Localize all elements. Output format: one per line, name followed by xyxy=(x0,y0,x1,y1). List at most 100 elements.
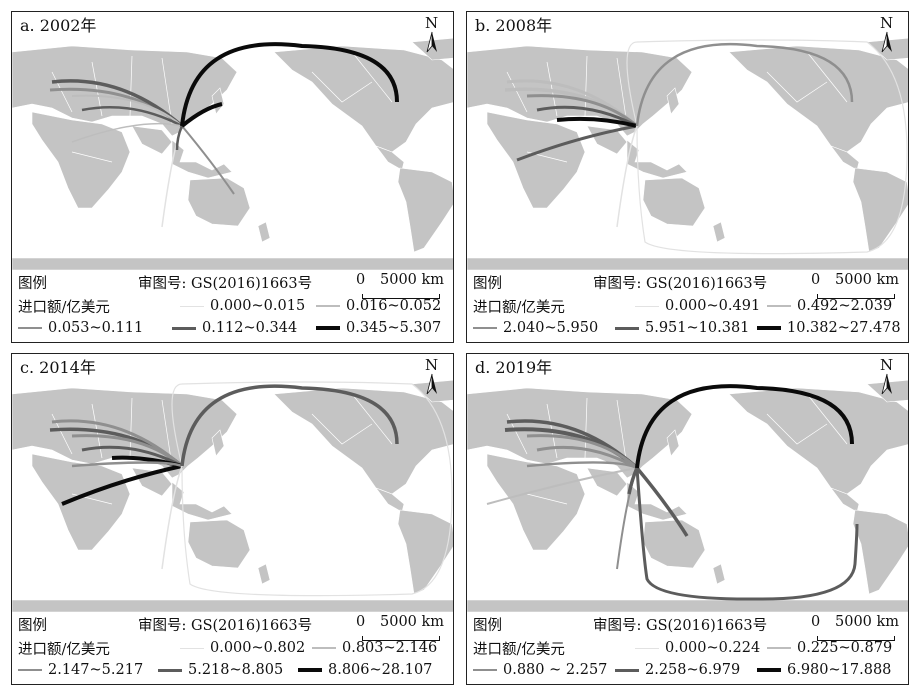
flow-lines xyxy=(49,42,399,228)
country-border xyxy=(616,399,628,467)
flow-line xyxy=(181,125,235,195)
land-shape xyxy=(830,487,860,513)
land-shape xyxy=(666,429,680,457)
flow-line xyxy=(71,461,183,468)
land-shape xyxy=(375,145,405,171)
land-shape xyxy=(187,177,251,227)
flow-lines xyxy=(49,381,453,597)
land-shape xyxy=(397,509,453,595)
country-border xyxy=(616,57,628,125)
legend-class-1: 0.000~0.224 xyxy=(635,640,760,656)
flow-line xyxy=(626,39,908,255)
country-border xyxy=(766,413,828,445)
scale-bar: 0 5000 km xyxy=(811,270,901,310)
map-panel-b: b. 2008年 N 图例 审图号: GS(2016)1663号 0 5000 k… xyxy=(466,11,909,343)
north-arrow-icon: N xyxy=(421,16,443,56)
north-arrow-icon: N xyxy=(876,16,898,56)
land-shape xyxy=(852,509,908,595)
flow-line xyxy=(526,434,639,470)
unit-label: 进口额/亿美元 xyxy=(473,642,565,658)
land-shape xyxy=(467,599,908,612)
flow-line xyxy=(536,445,638,470)
land-shape xyxy=(486,111,586,209)
flow-line xyxy=(71,122,183,143)
country-border xyxy=(161,57,173,125)
panel-title: a. 2002年 xyxy=(20,16,97,35)
land-shape xyxy=(187,519,251,569)
flow-line xyxy=(635,466,689,537)
land-shape xyxy=(257,221,271,243)
country-border xyxy=(506,71,528,113)
map-b xyxy=(467,37,908,270)
land-shape xyxy=(31,453,131,551)
north-label: N xyxy=(425,14,439,32)
land-shape xyxy=(211,429,225,457)
country-border xyxy=(351,51,393,103)
country-border xyxy=(766,71,828,103)
country-border xyxy=(129,55,133,117)
flow-line xyxy=(180,102,223,128)
flow-line xyxy=(616,125,638,228)
legend-class-1: 0.000~0.802 xyxy=(180,640,305,656)
flow-line xyxy=(526,461,638,470)
review-number: 审图号: GS(2016)1663号 xyxy=(593,618,768,634)
flow-line xyxy=(180,384,399,467)
north-label: N xyxy=(880,356,894,374)
flow-line xyxy=(526,94,638,128)
land-shape xyxy=(12,257,453,270)
country-border xyxy=(806,393,848,445)
land-shape xyxy=(728,387,908,495)
flow-line xyxy=(180,42,399,127)
north-arrow-icon: N xyxy=(421,358,443,398)
legend-class-1: 0.000~0.491 xyxy=(635,298,760,314)
legend-class-5: 0.345~5.307 xyxy=(316,320,441,336)
land-shape xyxy=(131,125,173,155)
legend: 图例 审图号: GS(2016)1663号 0 5000 km 进口额/亿美元 0… xyxy=(12,612,453,684)
land-shape xyxy=(467,257,908,270)
land-shape xyxy=(31,111,131,209)
country-border xyxy=(51,71,73,113)
panel-title: c. 2014年 xyxy=(20,358,96,377)
flow-line xyxy=(171,381,453,597)
country-border xyxy=(806,51,848,103)
land-shape xyxy=(12,599,453,612)
land-shape xyxy=(375,487,405,513)
land-shape xyxy=(712,221,726,243)
land-shape xyxy=(712,563,726,585)
flow-line xyxy=(161,465,183,570)
land-shape xyxy=(397,167,453,253)
land-shape xyxy=(273,45,453,153)
country-border xyxy=(584,55,588,117)
scale-bar: 0 5000 km xyxy=(356,612,446,652)
flow-line xyxy=(635,467,859,601)
flow-lines xyxy=(486,384,859,601)
flow-line xyxy=(516,124,638,162)
north-label: N xyxy=(880,14,894,32)
legend: 图例 审图号: GS(2016)1663号 0 5000 km 进口额/亿美元 0… xyxy=(12,270,453,342)
legend: 图例 审图号: GS(2016)1663号 0 5000 km 进口额/亿美元 0… xyxy=(467,612,908,684)
land-shape xyxy=(642,177,706,227)
flow-line xyxy=(635,384,854,469)
legend-class-4: 2.258~6.979 xyxy=(615,662,740,678)
map-a xyxy=(12,37,453,270)
country-border xyxy=(351,393,393,445)
legend-title: 图例 xyxy=(473,618,502,634)
legend-class-3: 2.147~5.217 xyxy=(18,662,143,678)
legend-class-4: 5.951~10.381 xyxy=(615,320,749,336)
flow-line xyxy=(486,467,638,505)
flow-line xyxy=(536,105,638,128)
scale-bar: 0 5000 km xyxy=(356,270,446,310)
review-number: 审图号: GS(2016)1663号 xyxy=(593,276,768,292)
map-d xyxy=(467,379,908,612)
legend-class-2: 0.803~2.146 xyxy=(312,640,437,656)
panel-title: b. 2008年 xyxy=(475,16,553,35)
legend-title: 图例 xyxy=(473,276,502,292)
map-panel-d: d. 2019年 N 图例 审图号: GS(2016)1663号 0 5000 k… xyxy=(466,353,909,685)
flow-line xyxy=(81,105,183,128)
country-border xyxy=(526,493,568,505)
land-shape xyxy=(273,387,453,495)
legend-class-2: 0.016~0.052 xyxy=(316,298,441,314)
land-shape xyxy=(486,453,586,551)
basemap xyxy=(12,37,453,270)
land-shape xyxy=(626,481,688,521)
